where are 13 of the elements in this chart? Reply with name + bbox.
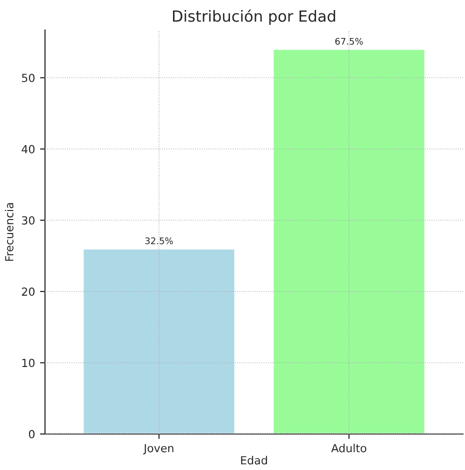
- y-tick-label: 50: [22, 74, 35, 82]
- y-tick-label: 30: [22, 216, 35, 225]
- x-tick-label: Joven: [143, 444, 174, 454]
- chart-title: Distribución por Edad: [173, 9, 336, 25]
- y-tick-label: 0: [28, 430, 35, 438]
- y-tick-label: 20: [22, 287, 35, 296]
- annotation: 67.5%: [335, 38, 363, 45]
- x-tick-label: Adulto: [331, 444, 366, 452]
- x-axis-title: Edad: [241, 456, 267, 464]
- y-axis-title: Frecuencia: [4, 203, 14, 261]
- y-tick-label: 10: [22, 358, 35, 368]
- y-tick-label: 40: [22, 144, 35, 154]
- annotation: 32.5%: [145, 237, 173, 244]
